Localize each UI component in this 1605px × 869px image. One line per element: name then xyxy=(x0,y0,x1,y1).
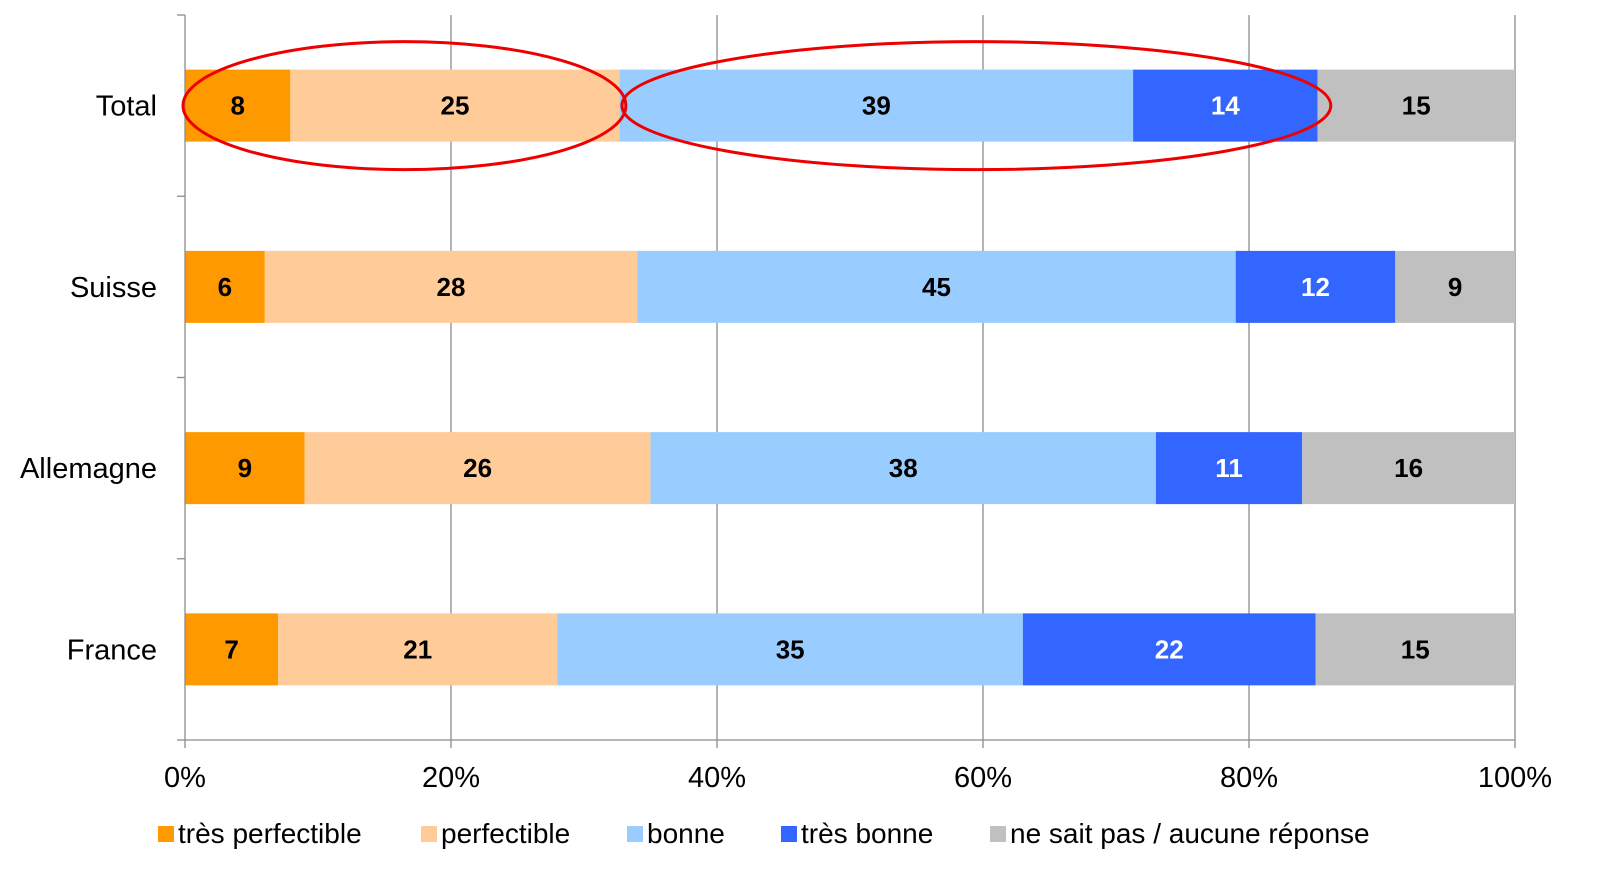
data-label: 22 xyxy=(1155,634,1184,664)
bar-segment xyxy=(637,250,1236,323)
legend-swatch xyxy=(627,826,643,842)
data-label: 14 xyxy=(1211,91,1240,121)
category-label: Allemagne xyxy=(20,453,157,485)
data-label: 39 xyxy=(862,91,891,121)
legend-swatch xyxy=(421,826,437,842)
legend-item: très perfectible xyxy=(158,818,362,849)
data-label: 7 xyxy=(224,634,238,664)
bar-segment xyxy=(1155,432,1303,505)
bar-segment xyxy=(619,69,1134,142)
x-tick-label: 20% xyxy=(422,762,480,794)
bar-segment xyxy=(1133,69,1318,142)
bar-segment xyxy=(185,613,279,686)
x-tick-label: 100% xyxy=(1478,762,1552,794)
x-tick-label: 60% xyxy=(954,762,1012,794)
category-label: Suisse xyxy=(70,272,157,304)
data-label: 45 xyxy=(922,272,951,302)
data-label: 15 xyxy=(1402,91,1431,121)
bar-segment xyxy=(1315,613,1515,686)
highlight-ellipse xyxy=(620,40,1333,172)
legend-item: bonne xyxy=(627,818,725,849)
category-label: Total xyxy=(96,91,157,123)
data-label: 25 xyxy=(440,91,469,121)
bar-segment xyxy=(1022,613,1316,686)
data-label: 35 xyxy=(776,634,805,664)
data-label: 9 xyxy=(238,453,252,483)
legend-label: perfectible xyxy=(441,818,570,849)
legend: très perfectible perfectible bonne très bon… xyxy=(158,818,1370,849)
bar-segment xyxy=(185,432,305,505)
bar-segment xyxy=(264,250,638,323)
highlight-ellipse xyxy=(181,40,628,172)
data-label: 6 xyxy=(218,272,232,302)
x-tick-label: 0% xyxy=(164,762,206,794)
bar-segment xyxy=(650,432,1156,505)
bar-segment xyxy=(1235,250,1396,323)
data-label: 21 xyxy=(403,634,432,664)
legend-swatch xyxy=(781,826,797,842)
bar-segment xyxy=(185,250,265,323)
bars: 8 25 39 14 15 6 28 45 12 9 9 26 38 11 16 7 21 35 22 15 xyxy=(185,69,1515,686)
bar-segment xyxy=(290,69,620,142)
axes: 0% 20% 40% 60% 80% 100% Total Suisse Allemagne Fr… xyxy=(20,14,1552,794)
data-label: 15 xyxy=(1401,634,1430,664)
data-label: 38 xyxy=(889,453,918,483)
data-label: 9 xyxy=(1448,272,1462,302)
bar-segment xyxy=(1302,432,1515,505)
legend-label: très perfectible xyxy=(178,818,362,849)
data-label: 12 xyxy=(1301,272,1330,302)
data-label: 28 xyxy=(437,272,466,302)
legend-swatch xyxy=(990,826,1006,842)
data-label: 11 xyxy=(1215,453,1243,483)
x-tick-label: 40% xyxy=(688,762,746,794)
bar-segment xyxy=(557,613,1023,686)
data-label: 8 xyxy=(230,91,244,121)
legend-item: perfectible xyxy=(421,818,570,849)
legend-swatch xyxy=(158,826,174,842)
bar-segment xyxy=(278,613,558,686)
legend-item: très bonne xyxy=(781,818,933,849)
legend-label: très bonne xyxy=(801,818,933,849)
data-label: 16 xyxy=(1394,453,1423,483)
annotations xyxy=(181,40,1333,172)
bar-segment xyxy=(1395,250,1515,323)
legend-item: ne sait pas / aucune réponse xyxy=(990,818,1370,849)
x-tick-label: 80% xyxy=(1220,762,1278,794)
data-label: 26 xyxy=(463,453,492,483)
bar-segment xyxy=(185,69,291,142)
bar-segment xyxy=(304,432,651,505)
bar-segment xyxy=(1317,69,1515,142)
category-label: France xyxy=(67,634,157,666)
legend-label: ne sait pas / aucune réponse xyxy=(1010,818,1370,849)
legend-label: bonne xyxy=(647,818,725,849)
